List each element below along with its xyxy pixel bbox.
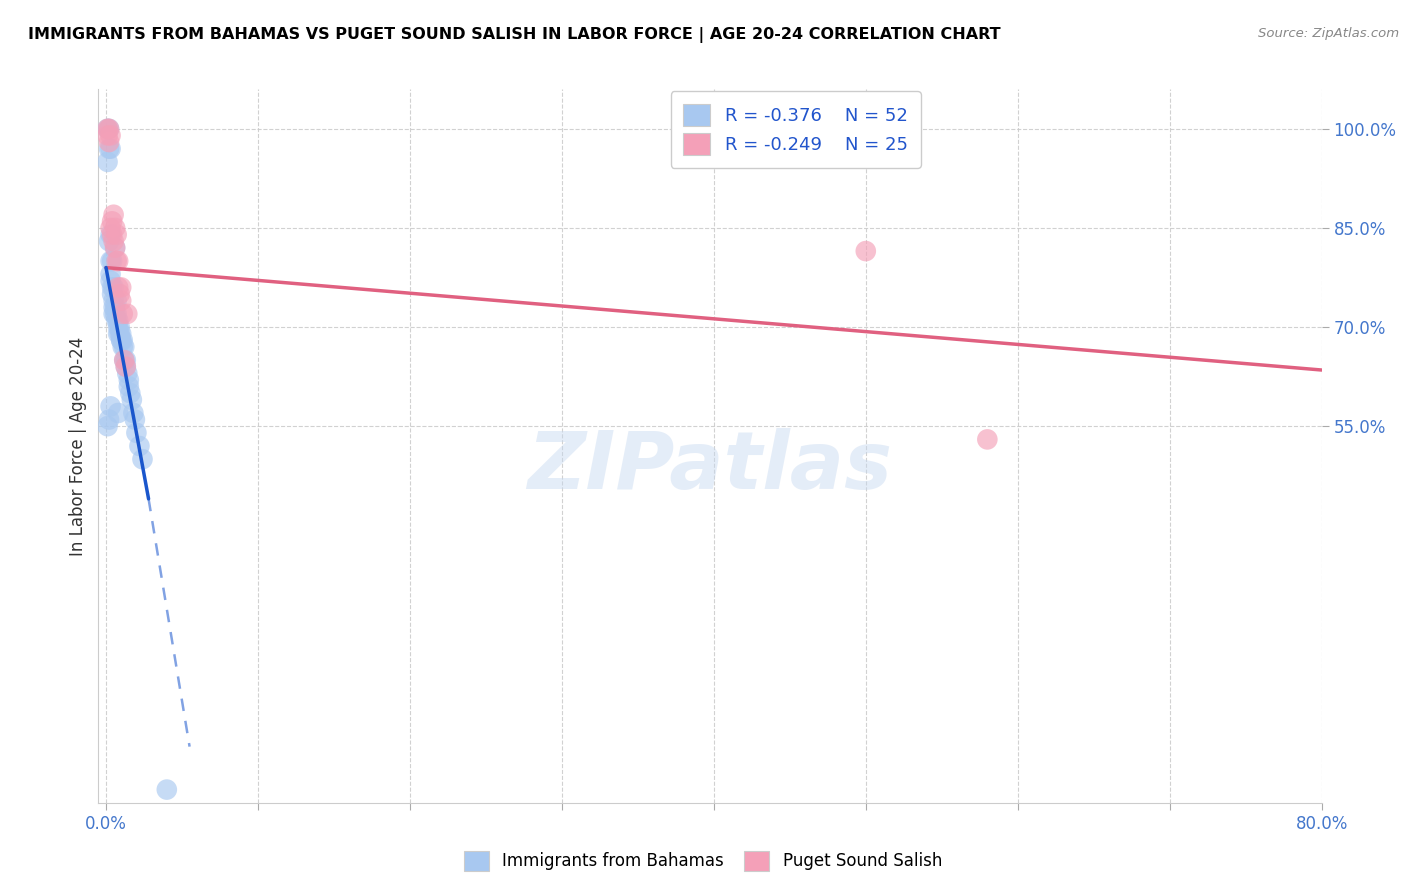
Point bbox=[114, 359, 136, 374]
Point bbox=[96, 128, 118, 143]
Point bbox=[96, 121, 118, 136]
Point bbox=[110, 280, 132, 294]
Text: Source: ZipAtlas.com: Source: ZipAtlas.com bbox=[1258, 27, 1399, 40]
Point bbox=[122, 406, 145, 420]
Point bbox=[111, 333, 134, 347]
Point bbox=[100, 128, 122, 143]
Point bbox=[100, 400, 122, 414]
Point bbox=[855, 244, 877, 258]
Legend: R = -0.376    N = 52, R = -0.249    N = 25: R = -0.376 N = 52, R = -0.249 N = 25 bbox=[671, 91, 921, 168]
Point bbox=[100, 221, 122, 235]
Point bbox=[98, 121, 121, 136]
Point bbox=[103, 300, 125, 314]
Point bbox=[107, 326, 129, 341]
Point bbox=[107, 406, 129, 420]
Point bbox=[108, 320, 131, 334]
Point bbox=[112, 353, 135, 368]
Point bbox=[104, 221, 127, 235]
Point bbox=[100, 254, 122, 268]
Point bbox=[120, 386, 142, 401]
Text: IMMIGRANTS FROM BAHAMAS VS PUGET SOUND SALISH IN LABOR FORCE | AGE 20-24 CORRELA: IMMIGRANTS FROM BAHAMAS VS PUGET SOUND S… bbox=[28, 27, 1001, 43]
Point bbox=[976, 433, 998, 447]
Point bbox=[110, 333, 132, 347]
Point bbox=[98, 412, 121, 426]
Point bbox=[128, 439, 150, 453]
Point bbox=[104, 241, 127, 255]
Point bbox=[121, 392, 143, 407]
Point bbox=[124, 412, 146, 426]
Point bbox=[96, 154, 118, 169]
Point bbox=[105, 307, 128, 321]
Point bbox=[112, 340, 135, 354]
Point bbox=[101, 214, 124, 228]
Point bbox=[125, 425, 148, 440]
Point bbox=[114, 353, 136, 368]
Point bbox=[105, 293, 128, 308]
Point bbox=[117, 367, 139, 381]
Point bbox=[103, 234, 125, 248]
Point bbox=[103, 208, 125, 222]
Point bbox=[114, 359, 136, 374]
Point bbox=[110, 293, 132, 308]
Point bbox=[118, 373, 141, 387]
Point bbox=[107, 320, 129, 334]
Point bbox=[112, 353, 135, 368]
Point bbox=[156, 782, 179, 797]
Point bbox=[101, 227, 124, 242]
Point bbox=[118, 379, 141, 393]
Point bbox=[101, 280, 124, 294]
Point bbox=[107, 280, 129, 294]
Point bbox=[101, 287, 124, 301]
Point bbox=[131, 452, 153, 467]
Point bbox=[96, 121, 118, 136]
Point bbox=[100, 274, 122, 288]
Legend: Immigrants from Bahamas, Puget Sound Salish: Immigrants from Bahamas, Puget Sound Sal… bbox=[456, 842, 950, 880]
Point bbox=[100, 267, 122, 281]
Point bbox=[100, 142, 122, 156]
Point bbox=[98, 135, 121, 149]
Point bbox=[107, 254, 129, 268]
Point bbox=[111, 340, 134, 354]
Point bbox=[96, 419, 118, 434]
Point bbox=[111, 307, 134, 321]
Point bbox=[105, 313, 128, 327]
Point bbox=[105, 254, 128, 268]
Point bbox=[101, 254, 124, 268]
Point bbox=[103, 307, 125, 321]
Point bbox=[105, 227, 128, 242]
Point bbox=[103, 293, 125, 308]
Point bbox=[98, 234, 121, 248]
Text: ZIPatlas: ZIPatlas bbox=[527, 428, 893, 507]
Point bbox=[104, 307, 127, 321]
Point bbox=[100, 227, 122, 242]
Point bbox=[98, 142, 121, 156]
Point bbox=[117, 307, 139, 321]
Point bbox=[104, 300, 127, 314]
Point bbox=[98, 121, 121, 136]
Point bbox=[104, 241, 127, 255]
Point bbox=[110, 333, 132, 347]
Point bbox=[108, 287, 131, 301]
Point bbox=[108, 326, 131, 341]
Point bbox=[103, 280, 125, 294]
Point bbox=[107, 313, 129, 327]
Y-axis label: In Labor Force | Age 20-24: In Labor Force | Age 20-24 bbox=[69, 336, 87, 556]
Point bbox=[110, 326, 132, 341]
